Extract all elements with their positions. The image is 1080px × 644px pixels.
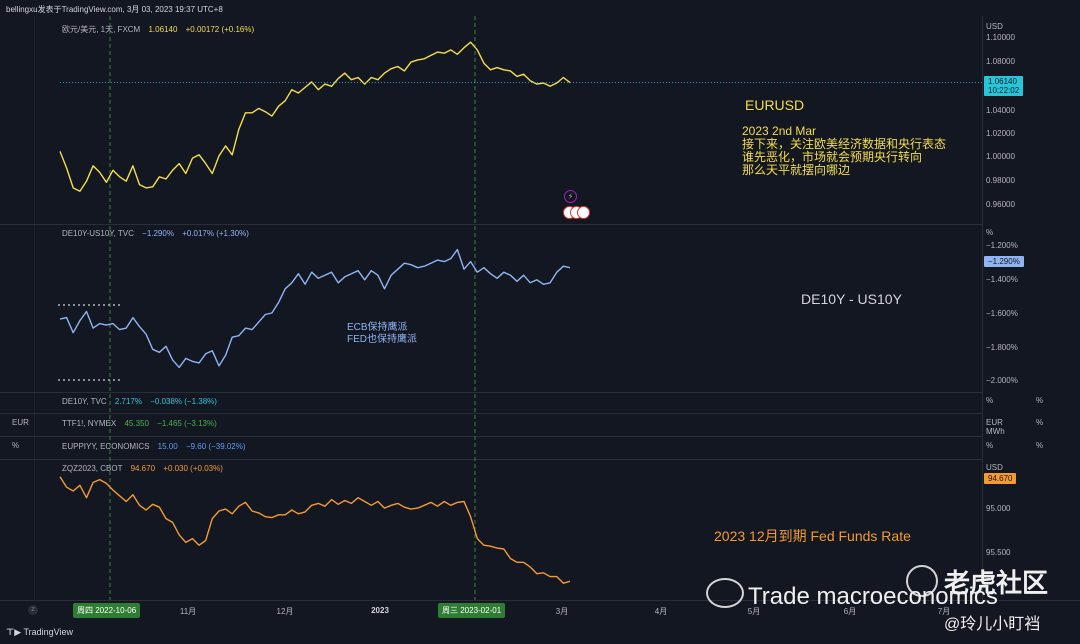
y-tick-label: −2.000% [986, 376, 1018, 385]
y-tick-label: −1.600% [986, 309, 1018, 318]
zq-legend[interactable]: ZQZ2023, CBOT 94.670 +0.030 (+0.03%) [62, 464, 223, 473]
ttf-value: 45.350 [124, 419, 149, 428]
eurusd-note: 2023 2nd Mar 接下来，关注欧美经济数据和央行表态 谁先恶化，市场就会… [742, 125, 946, 177]
spread-title: DE10Y - US10Y [801, 291, 902, 307]
eurusd-unit: USD [986, 22, 1003, 31]
y-tick-label: 1.04000 [986, 106, 1015, 115]
eurusd-note-date: 2023 2nd Mar [742, 124, 817, 138]
spread-symbol: DE10Y-US10Y, TVC [62, 229, 134, 238]
de10y-symbol: DE10Y, TVC [62, 397, 107, 406]
euppiyy-legend[interactable]: EUPPIYY, ECONOMICS 15.00 −9.60 (−39.02%) [62, 442, 246, 451]
y-tick-label: 95.500 [986, 548, 1011, 557]
zq-change: +0.030 (+0.03%) [163, 464, 223, 473]
eurusd-change: +0.00172 (+0.16%) [185, 25, 255, 34]
x-tick-label: 4月 [654, 607, 668, 616]
eurusd-note-line: 那么天平就摆向哪边 [742, 163, 851, 177]
left-axis-divider [34, 16, 35, 600]
y-tick-label: 1.10000 [986, 33, 1015, 42]
published-info: bellingxu发表于TradingView.com, 3月 03, 2023… [6, 5, 223, 14]
x-tick-label: 6月 [843, 607, 857, 616]
pane-separator[interactable] [0, 436, 982, 437]
zq-symbol: ZQZ2023, CBOT [62, 464, 123, 473]
series-line-zqz2023 [59, 476, 571, 584]
spread-value: −1.290% [142, 229, 174, 238]
y-tick-label: −1.200% [986, 241, 1018, 250]
time-axis-separator [0, 600, 1080, 601]
eurusd-price: 1.06140 [148, 25, 178, 34]
pane-separator[interactable] [0, 224, 982, 225]
tradingview-brand: TradingView [23, 627, 74, 637]
spread-note-line: ECB保持鹰派 [347, 322, 408, 333]
y-tick-label: 0.96000 [986, 200, 1015, 209]
spread-change: +0.017% (+1.30%) [182, 229, 249, 238]
timezone-icon[interactable]: z [28, 605, 38, 615]
euppiyy-change: −9.60 (−39.02%) [185, 442, 246, 451]
eurusd-legend[interactable]: 欧元/美元, 1天, FXCM 1.06140 +0.00172 (+0.16%… [62, 24, 254, 35]
series-line-eurusd [59, 41, 571, 192]
pane-separator[interactable] [0, 459, 982, 460]
eurusd-note-line: 谁先恶化，市场就会预期央行转向 [742, 150, 923, 164]
spread-legend[interactable]: DE10Y-US10Y, TVC −1.290% +0.017% (+1.30%… [62, 229, 249, 238]
euppiyy-symbol: EUPPIYY, ECONOMICS [62, 442, 150, 451]
zq-price: 94.670 [130, 464, 156, 473]
spread-last-value-tag: −1.290% [984, 256, 1024, 267]
spread-unit: % [986, 228, 994, 237]
x-tick-label: 12月 [276, 607, 294, 616]
y-tick-label: 1.08000 [986, 57, 1015, 66]
bar-countdown: 10:22:02 [988, 86, 1020, 95]
wechat-icon [706, 578, 744, 608]
euppiyy-unit: % [986, 441, 994, 450]
eurusd-title: EURUSD [745, 97, 805, 113]
zq-last-price-tag: 94.670 [984, 473, 1017, 484]
watermark-title: Trade macroeconomics [748, 583, 998, 610]
x-tick-label: 3月 [555, 607, 569, 616]
eurusd-last-price-tag: 1.06140 10:22:02 [984, 76, 1024, 96]
de10y-unit: % [986, 396, 994, 405]
eurusd-last-price: 1.06140 [988, 77, 1017, 86]
pane-separator[interactable] [0, 392, 982, 393]
crosshair-date-end: 周三 2023-02-01 [438, 603, 506, 618]
ttf-legend[interactable]: TTF1!, NYMEX 45.350 −1.465 (−3.13%) [62, 419, 217, 428]
tiger-community-icon [906, 565, 938, 597]
euppiyy-value: 15.00 [157, 442, 178, 451]
price-axis-divider [982, 16, 983, 600]
eurusd-note-line: 接下来，关注欧美经济数据和央行表态 [742, 137, 947, 151]
x-tick-label: 2023 [371, 606, 389, 615]
y-tick-label: 0.98000 [986, 176, 1015, 185]
de10y-change: −0.038% (−1.38%) [150, 397, 217, 406]
eurusd-symbol: 欧元/美元, 1天, FXCM [62, 25, 141, 34]
euppiyy-left-unit: % [12, 441, 20, 450]
euppiyy-unit-secondary: % [1036, 441, 1044, 450]
x-tick-label: 5月 [747, 607, 761, 616]
y-tick-label: 1.02000 [986, 129, 1015, 138]
series-line-de10y-us10y [59, 248, 571, 369]
crosshair-date-start: 周四 2022-10-06 [73, 603, 141, 618]
ttf-change: −1.465 (−3.13%) [157, 419, 217, 428]
de10y-value: 2.717% [114, 397, 142, 406]
tradingview-logo[interactable]: ⊤▶ TradingView [6, 627, 73, 638]
zq-unit: USD [986, 463, 1003, 472]
y-tick-label: 1.00000 [986, 152, 1015, 161]
x-tick-label: 7月 [937, 607, 951, 616]
de10y-legend[interactable]: DE10Y, TVC 2.717% −0.038% (−1.38%) [62, 397, 217, 406]
ttf-symbol: TTF1!, NYMEX [62, 419, 117, 428]
zq-title: 2023 12月到期 Fed Funds Rate [714, 528, 911, 544]
y-tick-label: −1.800% [986, 343, 1018, 352]
y-tick-label: −1.400% [986, 275, 1018, 284]
watermark-user: @玲儿小盯裆 [944, 616, 1041, 633]
spread-note-line: FED也保持鹰派 [347, 334, 417, 345]
watermark-community: 老虎社区 [944, 568, 1049, 598]
spread-note: ECB保持鹰派 FED也保持鹰派 [347, 322, 417, 346]
pane-separator[interactable] [0, 413, 982, 414]
de10y-unit-secondary: % [1036, 396, 1044, 405]
x-tick-label: 11月 [179, 607, 197, 616]
y-tick-label: 95.000 [986, 504, 1011, 513]
us-flag-event-icon[interactable] [577, 206, 590, 219]
lightning-event-icon[interactable]: ⚡ [564, 190, 577, 203]
ttf-unit: EUR MWh [986, 418, 1005, 436]
ttf-left-unit: EUR [12, 418, 29, 427]
ttf-unit-secondary: % [1036, 418, 1044, 427]
tradingview-logo-icon: ⊤▶ [6, 627, 22, 637]
